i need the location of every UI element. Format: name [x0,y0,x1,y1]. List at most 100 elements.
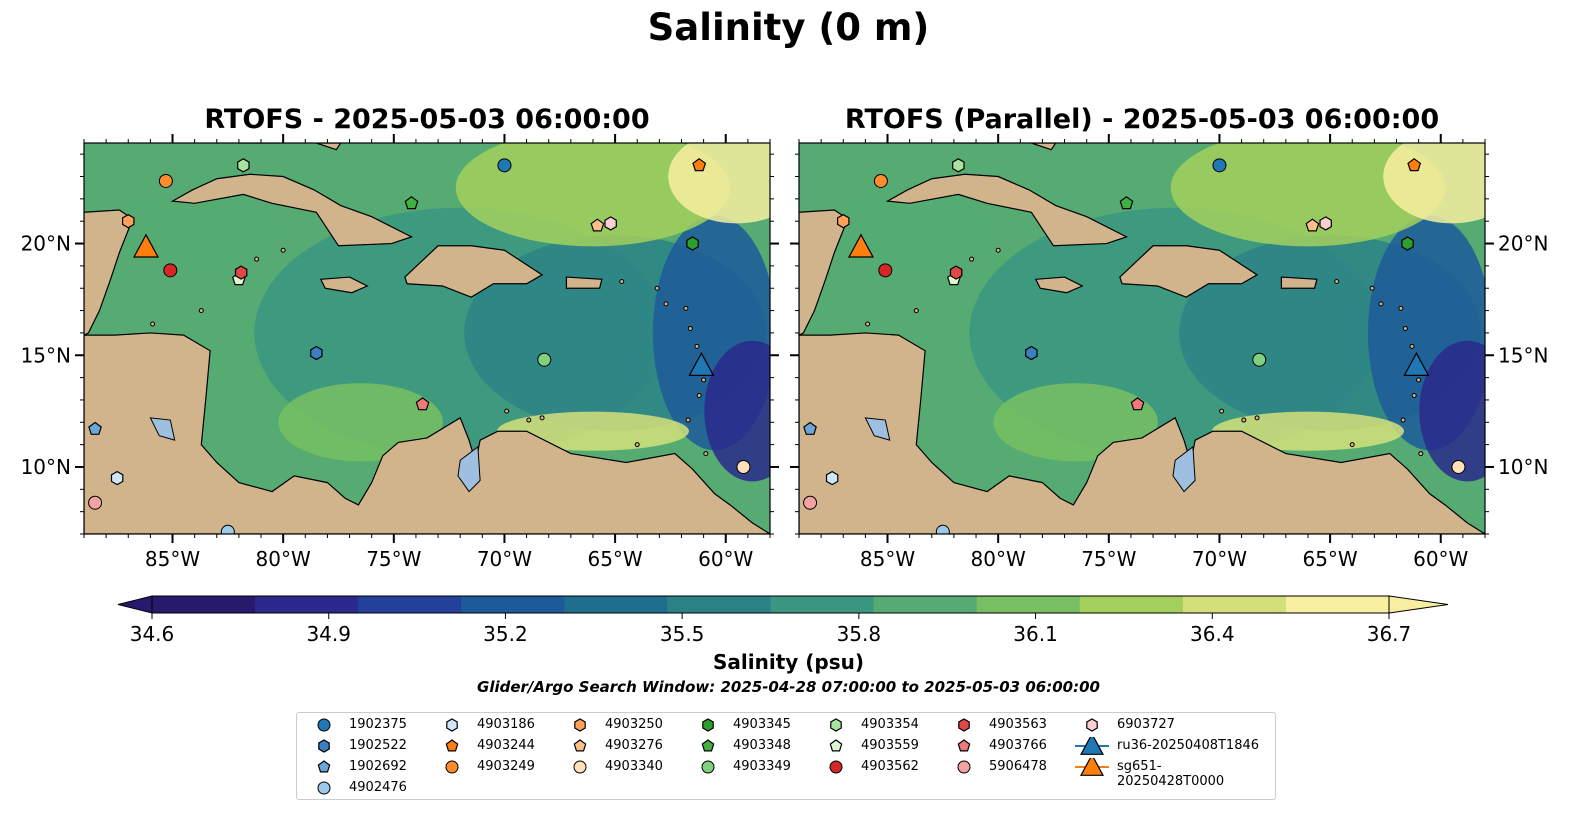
colorbar-segment [976,596,1081,613]
legend-item: 4903559 [819,737,1009,755]
colorbar-segment [461,596,565,613]
platform-4903276 [1305,218,1320,232]
lat-tick-label: 10°N [1498,455,1548,479]
legend-marker [829,760,843,774]
colorbar-label: Salinity (psu) [712,650,864,674]
island [913,308,919,314]
colorbar-tick-label: 36.1 [1013,622,1058,646]
colorbar-frame [151,595,1390,614]
lon-tick-label: 70°W [1192,547,1247,571]
lake [864,417,891,441]
legend-item: 4903349 [691,758,881,776]
platform-4903348 [1119,196,1134,210]
land-jamaica [319,276,369,294]
island [1241,417,1247,423]
salinity-feature [1383,143,1485,224]
platform-4903345 [686,236,699,251]
legend-item: 4903563 [947,716,1137,734]
legend-symbol-icon [574,718,586,732]
platform-4903766 [1130,397,1145,411]
platform-5906478 [88,495,103,510]
land-puertorico [1280,276,1318,289]
land-yucatan [799,209,849,336]
lon-tick-label: 60°W [1413,547,1468,571]
lon-tick-label: 85°W [860,547,915,571]
platform-4903244 [1407,158,1422,172]
lat-tick-label: 15°N [21,343,71,367]
platform-4903349 [1252,352,1267,367]
legend-label: 5906478 [989,759,1047,774]
lon-tick-label: 70°W [477,547,532,571]
platform-4902476 [935,524,950,534]
legend-label: 4903186 [477,717,535,732]
legend-symbol-icon [829,739,843,752]
legend-marker [317,760,331,773]
legend-label: 1902375 [349,717,407,732]
island [539,415,545,421]
colorbar-tick-label: 34.6 [130,622,175,646]
legend-marker [1075,758,1109,776]
platform-1902692 [803,421,817,435]
lon-tick-label: 80°W [971,547,1026,571]
island [254,256,260,262]
legend-label: 4903276 [605,738,663,753]
legend-marker [830,718,842,732]
platform-6903727 [1319,216,1332,231]
legend-item: 5906478 [947,758,1137,776]
platform-4903562 [163,263,178,278]
legend-marker [829,739,843,752]
lake [1172,445,1196,493]
legend-marker [1075,737,1109,755]
legend-marker [701,760,715,774]
platform-4903562 [878,263,893,278]
legend-marker [445,739,459,752]
platform-1902375 [1212,158,1227,173]
legend-item: 4903249 [435,758,625,776]
island [1400,417,1406,423]
colorbar-tick-label: 34.9 [306,622,351,646]
platform-1902375 [497,158,512,173]
legend-symbol-icon [445,739,459,752]
legend-label: 4903345 [733,717,791,732]
legend-label: 4903563 [989,717,1047,732]
land-bahamas [316,143,342,151]
platform-4903186 [110,470,124,486]
land-florida [238,143,280,144]
platform-4903250 [121,214,135,229]
legend-label: 4903766 [989,738,1047,753]
colorbar-extend-max [1388,595,1449,614]
island [1254,415,1260,421]
legend-marker [317,718,331,732]
legend-marker [318,739,330,753]
legend-marker [445,760,459,774]
island [198,308,204,314]
legend-label: 4902476 [349,780,407,795]
land-florida [953,143,995,144]
legend-symbol-icon [317,760,331,773]
lake [457,445,481,493]
island [683,305,689,311]
legend-symbol-icon [1086,718,1098,732]
island [687,325,693,331]
legend-marker [573,760,587,774]
legend-label: 4903348 [733,738,791,753]
platform-4903348 [404,196,419,210]
island [1334,279,1340,285]
legend-item: 4903562 [819,758,1009,776]
legend-label: sg651-20250428T0000 [1117,759,1225,789]
colorbar-tick-label: 35.2 [483,622,528,646]
island [1398,305,1404,311]
colorbar-tick-label: 36.7 [1367,622,1412,646]
land-bahamas [1031,143,1057,151]
lat-tick-label: 20°N [1498,232,1548,256]
island [654,285,660,291]
legend-marker [701,739,715,752]
search-window-text: Glider/Argo Search Window: 2025-04-28 07… [477,678,1100,696]
platform-4903340 [736,459,751,474]
legend-item: sg651-20250428T0000 [1075,758,1265,789]
lon-tick-label: 85°W [145,547,200,571]
legend-symbol-icon [957,739,971,752]
legend-item: 4903186 [435,716,625,734]
colorbar-extend-min [117,595,153,614]
legend-symbol-icon [957,760,971,774]
